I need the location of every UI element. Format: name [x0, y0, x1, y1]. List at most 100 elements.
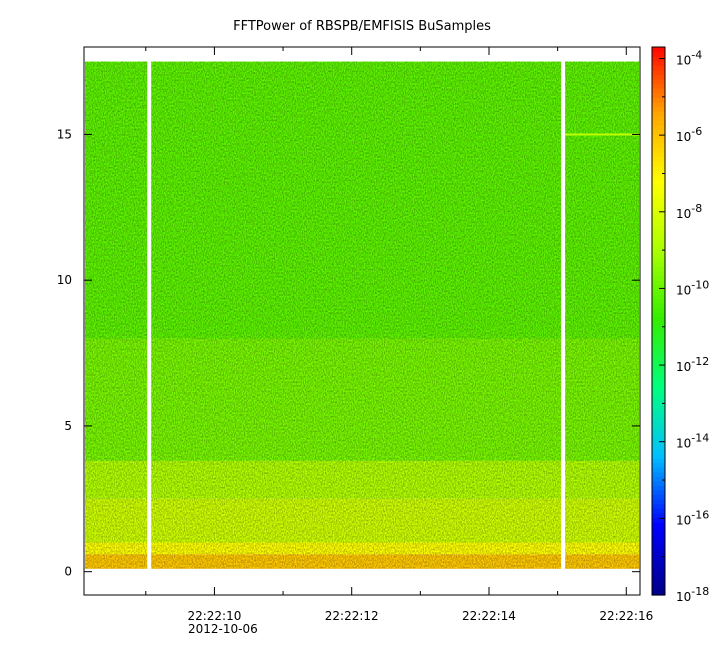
- colorbar-segment: [652, 275, 665, 281]
- colorbar-segment: [652, 444, 665, 450]
- colorbar-segment: [652, 448, 665, 455]
- spectrogram-noise: [85, 61, 639, 569]
- colorbar-segment: [652, 243, 665, 249]
- colorbar-segment: [652, 129, 665, 135]
- colorbar-label: 10-6: [676, 125, 702, 144]
- colorbar-segment: [652, 202, 665, 208]
- colorbar-segment: [652, 247, 665, 254]
- y-tick-label: 10: [57, 273, 72, 287]
- colorbar-segment: [652, 508, 665, 514]
- colorbar-segment: [652, 197, 665, 203]
- colorbar-segment: [652, 97, 665, 103]
- colorbar-segment: [652, 339, 665, 345]
- colorbar-segment: [652, 526, 665, 532]
- colorbar-segment: [652, 453, 665, 459]
- colorbar-segment: [652, 69, 665, 75]
- colorbar-label: 10-18: [676, 585, 709, 604]
- colorbar-segment: [652, 531, 665, 537]
- colorbar-segment: [652, 366, 665, 372]
- colorbar-segment: [652, 380, 665, 386]
- colorbar-segment: [652, 142, 665, 149]
- chart-title: FFTPower of RBSPB/EMFISIS BuSamples: [233, 19, 491, 34]
- colorbar-segment: [652, 88, 665, 94]
- colorbar-segment: [652, 371, 665, 377]
- colorbar-segment: [652, 193, 665, 199]
- colorbar-segment: [652, 302, 665, 308]
- colorbar-segment: [652, 398, 665, 404]
- colorbar-segment: [652, 229, 665, 235]
- colorbar-segment: [652, 289, 665, 295]
- colorbar-segment: [652, 234, 665, 240]
- colorbar-segment: [652, 56, 665, 62]
- colorbar-segment: [652, 215, 665, 222]
- colorbar-segment: [652, 284, 665, 290]
- colorbar-segment: [652, 252, 665, 258]
- colorbar-segment: [652, 179, 665, 185]
- colorbar-segment: [652, 476, 665, 482]
- colorbar-segment: [652, 426, 665, 432]
- colorbar-segment: [652, 330, 665, 336]
- colorbar-segment: [652, 238, 665, 244]
- colorbar-segment: [652, 572, 665, 578]
- colorbar-segment: [652, 471, 665, 477]
- colorbar-segment: [652, 503, 665, 509]
- colorbar-segment: [652, 499, 665, 505]
- colorbar-segment: [652, 540, 665, 546]
- colorbar-segment: [652, 92, 665, 98]
- colorbar-segment: [652, 110, 665, 117]
- colorbar-segment: [652, 334, 665, 340]
- colorbar-segment: [652, 384, 665, 391]
- colorbar-segment: [652, 489, 665, 496]
- colorbar-segment: [652, 170, 665, 176]
- colorbar-segment: [652, 430, 665, 436]
- colorbar-segment: [652, 165, 665, 171]
- colorbar-segment: [652, 120, 665, 126]
- colorbar-label: 10-8: [676, 202, 702, 221]
- colorbar-segment: [652, 152, 665, 158]
- colorbar-segment: [652, 138, 665, 144]
- colorbar-segment: [652, 174, 665, 181]
- colorbar-segment: [652, 458, 665, 464]
- colorbar-segment: [652, 83, 665, 89]
- colorbar-segment: [652, 124, 665, 130]
- colorbar-segment: [652, 206, 665, 212]
- colorbar-segment: [652, 585, 665, 592]
- colorbar-segment: [652, 512, 665, 518]
- x-date-label: 2012-10-06: [188, 622, 258, 636]
- colorbar-segment: [652, 51, 665, 57]
- colorbar-segment: [652, 485, 665, 491]
- colorbar-segment: [652, 211, 665, 217]
- colorbar-segment: [652, 257, 665, 263]
- colorbar-segment: [652, 549, 665, 555]
- colorbar-segment: [652, 394, 665, 400]
- colorbar-segment: [652, 156, 665, 162]
- colorbar-segment: [652, 494, 665, 500]
- colorbar-segment: [652, 74, 665, 80]
- colorbar-segment: [652, 462, 665, 468]
- x-tick-label: 22:22:16: [599, 609, 653, 623]
- colorbar-segment: [652, 220, 665, 226]
- colorbar-segment: [652, 65, 665, 71]
- y-tick-label: 0: [64, 565, 72, 579]
- colorbar-label: 10-16: [676, 508, 709, 527]
- colorbar-segment: [652, 47, 665, 53]
- colorbar-segment: [652, 316, 665, 322]
- colorbar-segment: [652, 225, 665, 231]
- colorbar-segment: [652, 563, 665, 569]
- colorbar-segment: [652, 270, 665, 276]
- colorbar-segment: [652, 161, 665, 167]
- colorbar-segment: [652, 293, 665, 299]
- colorbar-label: 10-4: [676, 48, 702, 67]
- colorbar-segment: [652, 78, 665, 85]
- colorbar-segment: [652, 535, 665, 541]
- x-tick-label: 22:22:14: [462, 609, 516, 623]
- colorbar-frame: [651, 46, 666, 596]
- x-tick-label: 22:22:10: [187, 609, 241, 623]
- y-tick-label: 15: [57, 127, 72, 141]
- colorbar-segment: [652, 576, 665, 582]
- x-tick-label: 22:22:12: [325, 609, 379, 623]
- colorbar-segment: [652, 348, 665, 354]
- colorbar-segment: [652, 467, 665, 473]
- colorbar-segment: [652, 375, 665, 381]
- colorbar: 10-4 10-6 10-8 10-10 10-12 10-14 10-16 10-18: [651, 46, 709, 604]
